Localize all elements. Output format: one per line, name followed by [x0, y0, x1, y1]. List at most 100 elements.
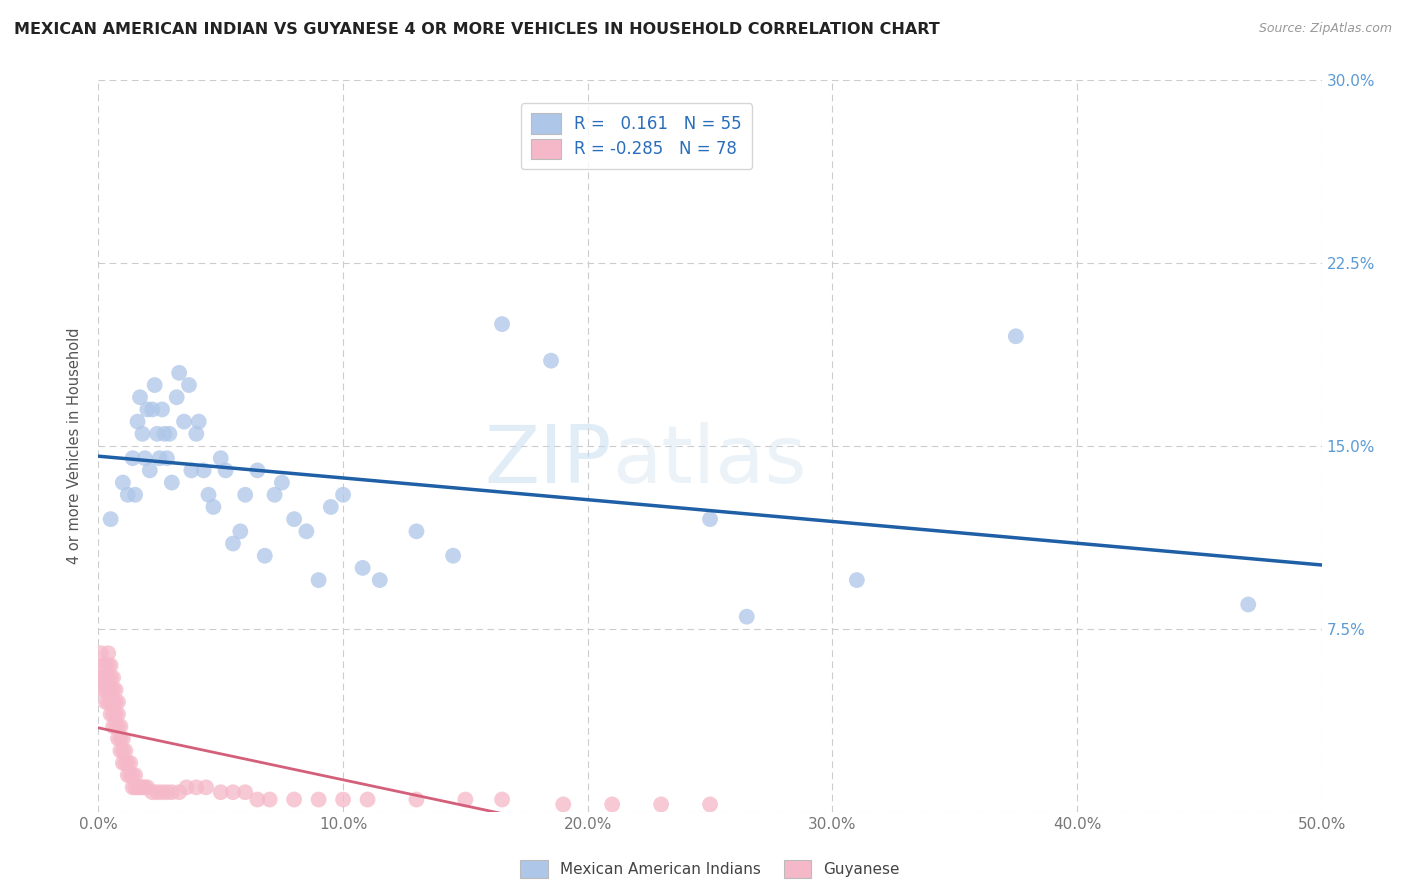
Point	[134, 451, 156, 466]
Point	[136, 402, 159, 417]
Point	[111, 731, 134, 746]
Point	[104, 682, 127, 697]
Point	[156, 785, 179, 799]
Point	[129, 390, 152, 404]
Point	[91, 658, 114, 673]
Point	[131, 426, 153, 441]
Point	[160, 785, 183, 799]
Point	[222, 536, 245, 550]
Point	[150, 402, 173, 417]
Point	[332, 792, 354, 806]
Point	[120, 768, 142, 782]
Point	[100, 658, 122, 673]
Point	[104, 707, 127, 722]
Point	[131, 780, 153, 795]
Point	[195, 780, 218, 795]
Point	[600, 797, 623, 812]
Point	[104, 719, 127, 733]
Point	[121, 451, 143, 466]
Point	[553, 797, 575, 812]
Point	[650, 797, 672, 812]
Point	[319, 500, 342, 514]
Point	[129, 780, 152, 795]
Point	[141, 785, 163, 799]
Text: atlas: atlas	[612, 422, 807, 500]
Point	[283, 792, 305, 806]
Point	[1004, 329, 1026, 343]
Point	[107, 707, 129, 722]
Point	[187, 415, 209, 429]
Point	[176, 780, 198, 795]
Point	[94, 658, 117, 673]
Point	[101, 682, 124, 697]
Point	[167, 785, 190, 799]
Point	[214, 463, 236, 477]
Point	[124, 768, 146, 782]
Point	[97, 658, 120, 673]
Point	[107, 719, 129, 733]
Point	[107, 731, 129, 746]
Point	[117, 768, 139, 782]
Point	[270, 475, 294, 490]
Point	[117, 756, 139, 770]
Point	[107, 695, 129, 709]
Point	[491, 317, 513, 331]
Text: MEXICAN AMERICAN INDIAN VS GUYANESE 4 OR MORE VEHICLES IN HOUSEHOLD CORRELATION : MEXICAN AMERICAN INDIAN VS GUYANESE 4 OR…	[14, 22, 939, 37]
Point	[246, 463, 269, 477]
Point	[209, 451, 232, 466]
Point	[156, 451, 179, 466]
Point	[110, 731, 132, 746]
Point	[97, 682, 120, 697]
Point	[246, 792, 269, 806]
Point	[127, 780, 149, 795]
Point	[114, 744, 136, 758]
Point	[233, 488, 256, 502]
Point	[202, 500, 225, 514]
Point	[120, 756, 142, 770]
Text: Source: ZipAtlas.com: Source: ZipAtlas.com	[1258, 22, 1392, 36]
Point	[193, 463, 215, 477]
Point	[197, 488, 219, 502]
Point	[111, 756, 134, 770]
Point	[101, 671, 124, 685]
Point	[209, 785, 232, 799]
Point	[97, 646, 120, 660]
Point	[97, 695, 120, 709]
Point	[263, 488, 285, 502]
Point	[222, 785, 245, 799]
Point	[352, 561, 374, 575]
Point	[127, 415, 149, 429]
Point	[101, 719, 124, 733]
Point	[136, 780, 159, 795]
Point	[491, 792, 513, 806]
Point	[143, 378, 166, 392]
Point	[100, 512, 122, 526]
Point	[441, 549, 464, 563]
Point	[229, 524, 252, 539]
Point	[356, 792, 378, 806]
Point	[141, 402, 163, 417]
Point	[104, 695, 127, 709]
Point	[134, 780, 156, 795]
Point	[180, 463, 202, 477]
Point	[121, 768, 143, 782]
Point	[150, 785, 173, 799]
Point	[405, 524, 427, 539]
Point	[114, 756, 136, 770]
Point	[94, 671, 117, 685]
Point	[405, 792, 427, 806]
Point	[295, 524, 318, 539]
Point	[1237, 598, 1260, 612]
Point	[111, 744, 134, 758]
Point	[253, 549, 276, 563]
Point	[186, 426, 208, 441]
Point	[139, 463, 162, 477]
Point	[90, 646, 112, 660]
Point	[157, 426, 180, 441]
Point	[100, 671, 122, 685]
Point	[94, 695, 117, 709]
Legend: Mexican American Indians, Guyanese: Mexican American Indians, Guyanese	[515, 854, 905, 885]
Point	[91, 671, 114, 685]
Point	[94, 682, 117, 697]
Point	[845, 573, 868, 587]
